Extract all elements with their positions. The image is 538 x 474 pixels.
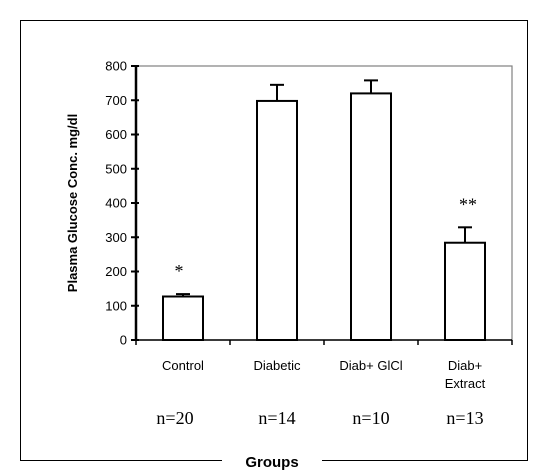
x-category-labels: Control Diabetic Diab+ GlCl Diab+ Extract [162, 358, 486, 391]
bar [162, 295, 204, 342]
significance-markers: *** [175, 194, 478, 281]
title-gap [222, 454, 322, 468]
x-category-label: Diab+ GlCl [339, 358, 402, 373]
significance-marker: ** [459, 194, 477, 214]
y-tick-label: 700 [105, 93, 127, 108]
y-tick-label: 0 [120, 333, 127, 348]
sample-size-label: n=13 [446, 408, 483, 428]
bar [444, 241, 486, 341]
significance-marker: * [175, 261, 184, 281]
y-tick-label: 300 [105, 230, 127, 245]
x-category-label: Control [162, 358, 204, 373]
y-tick-label: 100 [105, 298, 127, 313]
bar [256, 99, 298, 341]
x-category-label: Diab+ Extract [445, 358, 486, 391]
y-tick-label: 400 [105, 196, 127, 211]
y-tick-label: 600 [105, 127, 127, 142]
y-tick-label: 800 [105, 59, 127, 74]
y-tick-label: 500 [105, 161, 127, 176]
y-axis: 0 100 200 300 400 500 600 700 800 [105, 59, 139, 348]
x-axis-title: Groups [245, 454, 298, 471]
sample-size-label: n=14 [258, 408, 295, 428]
y-tick-label: 200 [105, 264, 127, 279]
sample-size-labels: n=20 n=14 n=10 n=13 [156, 408, 483, 428]
sample-size-label: n=20 [156, 408, 193, 428]
bar [350, 92, 392, 342]
y-axis-title: Plasma Glucose Conc. mg/dl [65, 114, 80, 292]
sample-size-label: n=10 [352, 408, 389, 428]
x-category-label: Diabetic [254, 358, 301, 373]
bars [135, 79, 513, 345]
